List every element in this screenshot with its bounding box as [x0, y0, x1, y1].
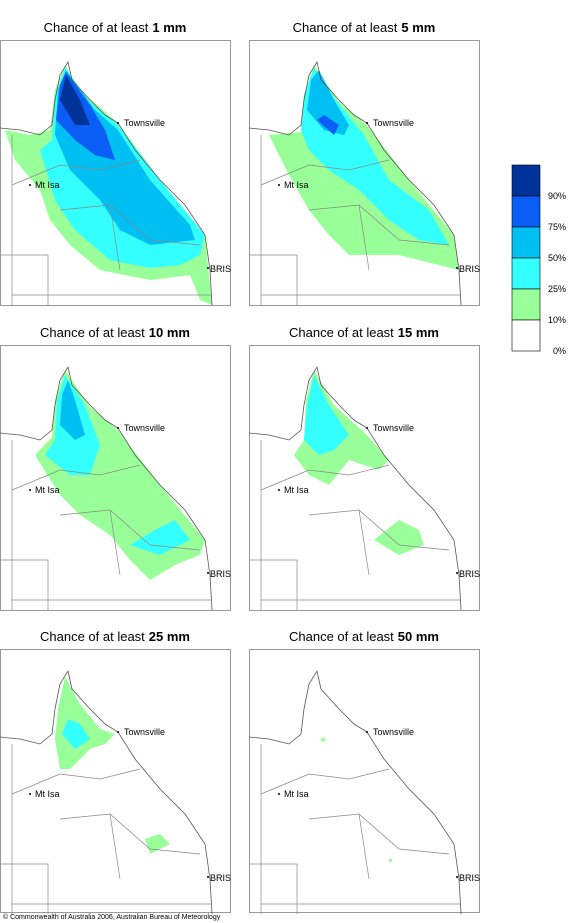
place-dot: [366, 427, 368, 429]
place-label: BRIS: [459, 264, 480, 274]
legend-swatch: [511, 226, 541, 259]
legend-swatch: [511, 164, 541, 197]
rain-area: [307, 70, 349, 135]
legend-swatch: [511, 195, 541, 228]
title-prefix: Chance of at least: [40, 325, 145, 340]
place-dot: [29, 793, 31, 795]
map-panel: Townsville Mt Isa BRIS: [248, 649, 480, 915]
coastline: [248, 669, 462, 915]
title-prefix: Chance of at least: [40, 629, 145, 644]
map-panel: Townsville Mt Isa BRIS: [248, 40, 480, 306]
title-threshold: 1 mm: [152, 20, 186, 35]
panel-title: Chance of at least 1 mm: [44, 20, 187, 35]
panel-frame: [249, 345, 480, 611]
rain-area: [55, 677, 115, 769]
place-label: Mt Isa: [284, 485, 309, 495]
legend-label: 25%: [548, 284, 566, 294]
legend-label: 75%: [548, 222, 566, 232]
place-label: BRIS: [210, 873, 231, 883]
place-dot: [278, 489, 280, 491]
coastline: [0, 365, 213, 611]
panel-title: Chance of at least 10 mm: [40, 325, 190, 340]
place-label: Mt Isa: [284, 180, 309, 190]
place-dot: [278, 184, 280, 186]
title-threshold: 5 mm: [401, 20, 435, 35]
place-label: BRIS: [459, 569, 480, 579]
panel-title: Chance of at least 15 mm: [289, 325, 439, 340]
legend-label: 90%: [548, 191, 566, 201]
place-label: BRIS: [210, 264, 231, 274]
legend-label: 0%: [553, 346, 566, 356]
place-dot: [366, 122, 368, 124]
coastline: [248, 60, 462, 306]
place-dot: [29, 184, 31, 186]
border: [249, 744, 461, 914]
title-prefix: Chance of at least: [293, 20, 398, 35]
place-label: Mt Isa: [284, 789, 309, 799]
legend-swatch: [511, 319, 541, 352]
place-label: Townsville: [373, 423, 414, 433]
place-label: Townsville: [124, 118, 165, 128]
title-prefix: Chance of at least: [289, 629, 394, 644]
place-dot: [117, 427, 119, 429]
place-dot: [207, 267, 209, 269]
place-label: BRIS: [459, 873, 480, 883]
map-panel: Townsville Mt Isa BRIS: [0, 40, 231, 306]
legend-label: 50%: [548, 253, 566, 263]
place-label: Mt Isa: [35, 485, 60, 495]
place-label: BRIS: [210, 569, 231, 579]
place-dot: [117, 122, 119, 124]
place-dot: [207, 572, 209, 574]
rain-area: [389, 859, 392, 862]
title-threshold: 25 mm: [149, 629, 190, 644]
rain-area: [304, 375, 349, 455]
map-panel: Townsville Mt Isa BRIS: [0, 649, 231, 915]
border: [0, 744, 212, 914]
place-dot: [29, 489, 31, 491]
title-prefix: Chance of at least: [44, 20, 149, 35]
place-label: Mt Isa: [35, 180, 60, 190]
coastline: [0, 60, 213, 306]
border: [0, 440, 212, 610]
rain-area: [321, 737, 326, 742]
rain-area: [60, 380, 85, 440]
coastline: [248, 365, 462, 611]
panel-title: Chance of at least 50 mm: [289, 629, 439, 644]
title-prefix: Chance of at least: [289, 325, 394, 340]
title-threshold: 50 mm: [398, 629, 439, 644]
rain-area: [60, 75, 90, 125]
map-panel: Townsville Mt Isa BRIS: [0, 345, 231, 611]
map-panel: Townsville Mt Isa BRIS: [248, 345, 480, 611]
legend-swatch: [511, 257, 541, 290]
panel-frame: [0, 649, 231, 913]
border: [249, 440, 461, 610]
panel-title: Chance of at least 25 mm: [40, 629, 190, 644]
place-dot: [366, 731, 368, 733]
panel-title: Chance of at least 5 mm: [293, 20, 436, 35]
legend-label: 10%: [548, 315, 566, 325]
place-label: Townsville: [373, 727, 414, 737]
title-threshold: 10 mm: [149, 325, 190, 340]
place-dot: [456, 572, 458, 574]
place-dot: [278, 793, 280, 795]
place-dot: [117, 731, 119, 733]
footer: © Commonwealth of Australia 2006, Austra…: [3, 913, 221, 921]
border: [249, 135, 461, 305]
rain-area: [62, 719, 90, 749]
panel-frame: [249, 649, 480, 913]
place-label: Townsville: [373, 118, 414, 128]
place-label: Townsville: [124, 423, 165, 433]
title-threshold: 15 mm: [398, 325, 439, 340]
place-label: Mt Isa: [35, 789, 60, 799]
legend-swatch: [511, 288, 541, 321]
place-dot: [456, 876, 458, 878]
rain-area: [317, 115, 339, 135]
place-dot: [207, 876, 209, 878]
place-dot: [456, 267, 458, 269]
coastline: [0, 669, 213, 915]
place-label: Townsville: [124, 727, 165, 737]
border: [0, 135, 212, 305]
rain-area: [130, 520, 190, 555]
